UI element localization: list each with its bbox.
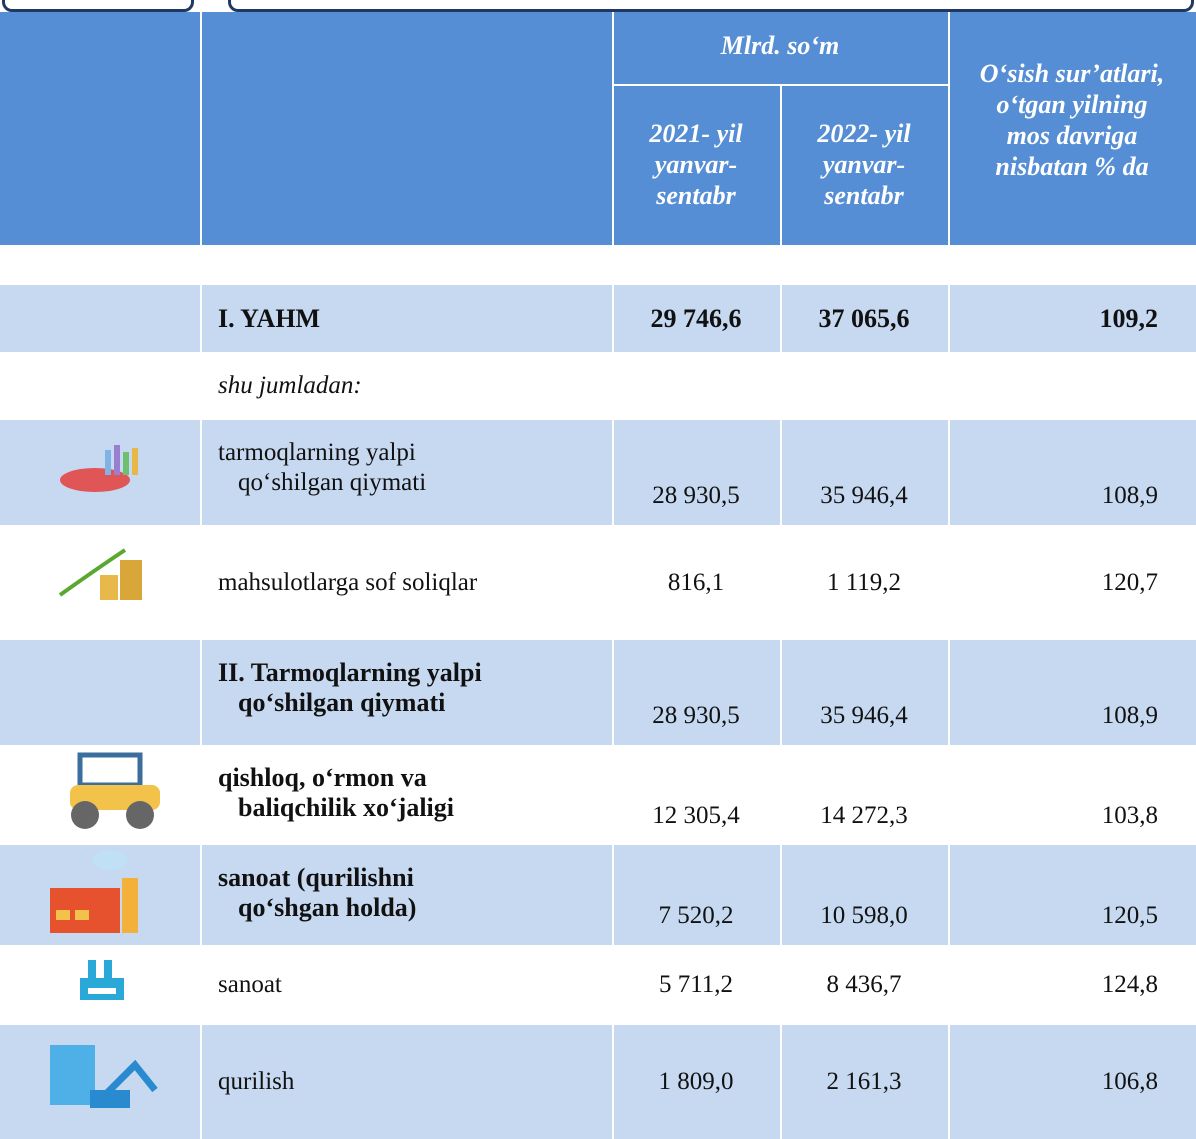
header-text: O‘sish sur’atlari, [979, 59, 1165, 88]
row-value: 120,7 [1101, 568, 1158, 596]
row-value: 120,5 [1101, 902, 1158, 929]
row-value: 1 809,0 [658, 1068, 734, 1095]
row-value: 35 946,4 [820, 482, 908, 509]
row-value: 1 119,2 [826, 568, 902, 596]
cell-divider [612, 285, 614, 352]
cell-divider [780, 420, 782, 525]
cell-divider [200, 845, 202, 945]
cell-divider [948, 420, 950, 525]
row-bg [0, 1025, 1196, 1139]
row-label: tarmoqlarning yalpi [218, 439, 416, 466]
header-text: o‘tgan yilning [996, 90, 1148, 119]
row-value: 103,8 [1101, 802, 1158, 829]
row-value: 108,9 [1101, 482, 1158, 509]
row-value: 109,2 [1099, 303, 1159, 333]
header-unit: Mlrd. so‘m [720, 31, 840, 60]
row-value: 816,1 [667, 568, 725, 596]
row-icon [70, 752, 160, 829]
cell-divider [612, 1025, 614, 1139]
row-label: qishloq, o‘rmon va [218, 763, 427, 792]
row-value: 124,8 [1101, 971, 1158, 998]
row-value: 106,8 [1101, 1068, 1158, 1095]
row-value: 37 065,6 [818, 303, 910, 333]
row-bg [0, 640, 1196, 745]
header-divider [612, 84, 948, 86]
row-value: 28 930,5 [652, 482, 740, 509]
row-label: shu jumladan: [218, 372, 362, 399]
header-text: nisbatan % da [995, 152, 1149, 181]
cell-divider [948, 285, 950, 352]
row-value: 35 946,4 [820, 702, 908, 729]
row-label: mahsulotlarga sof soliqlar [218, 568, 478, 596]
row-value: 14 272,3 [820, 802, 908, 829]
row-value: 28 930,5 [652, 702, 740, 729]
cell-divider [612, 640, 614, 745]
cell-divider [612, 420, 614, 525]
header-text: 2021- yil [649, 119, 743, 148]
header-divider [200, 12, 202, 245]
row-icon [80, 960, 124, 1000]
row-bg [0, 845, 1196, 945]
row-label: I. YAHM [218, 303, 321, 333]
row-icon [50, 1045, 158, 1108]
header-text: mos davriga [1006, 121, 1138, 150]
cell-divider [780, 845, 782, 945]
header-text: yanvar- [822, 150, 906, 179]
row-label: sanoat [218, 971, 282, 998]
cell-divider [780, 640, 782, 745]
row-bg [0, 285, 1196, 352]
cell-divider [948, 845, 950, 945]
row-value: 8 436,7 [826, 971, 902, 998]
cell-divider [200, 1025, 202, 1139]
header-text: 2022- yil [817, 119, 911, 148]
cell-divider [948, 1025, 950, 1139]
header-divider [612, 12, 614, 245]
row-value: 5 711,2 [658, 971, 734, 998]
cell-divider [780, 1025, 782, 1139]
cell-divider [780, 285, 782, 352]
header-text: sentabr [824, 181, 904, 210]
row-bg [0, 420, 1196, 525]
header-divider [780, 85, 782, 245]
header-divider [948, 12, 950, 245]
row-value: 10 598,0 [820, 902, 908, 929]
top-tab-right [228, 0, 1194, 12]
row-value: 7 520,2 [658, 902, 734, 929]
cell-divider [200, 285, 202, 352]
row-label: qo‘shilgan qiymati [238, 469, 427, 496]
top-tab-left [2, 0, 194, 12]
cell-divider [948, 640, 950, 745]
row-label: qo‘shilgan qiymati [238, 688, 446, 717]
row-value: 29 746,6 [650, 303, 742, 333]
row-label: qurilish [218, 1068, 295, 1095]
row-value: 12 305,4 [652, 802, 740, 829]
row-label: qo‘shgan holda) [238, 893, 417, 922]
row-icon [60, 445, 138, 492]
row-icon [58, 548, 142, 600]
cell-divider [200, 420, 202, 525]
row-value: 2 161,3 [826, 1068, 902, 1095]
row-label: baliqchilik xo‘jaligi [238, 793, 454, 822]
row-label: II. Tarmoqlarning yalpi [218, 658, 482, 687]
row-icon [50, 850, 138, 933]
cell-divider [200, 640, 202, 745]
row-value: 108,9 [1101, 702, 1158, 729]
row-label: sanoat (qurilishni [218, 863, 414, 892]
header-text: sentabr [656, 181, 736, 210]
header-bg [0, 12, 1196, 245]
cell-divider [612, 845, 614, 945]
header-text: yanvar- [654, 150, 738, 179]
